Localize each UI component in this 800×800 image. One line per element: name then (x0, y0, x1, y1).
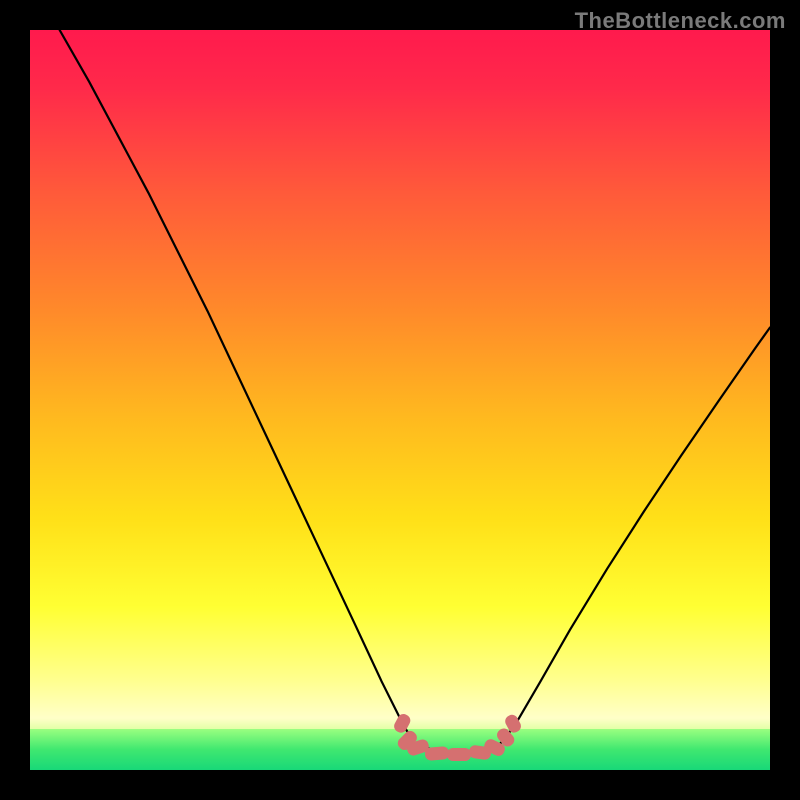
valley-marker-segment (447, 748, 471, 761)
plot-area (30, 30, 770, 770)
bottleneck-curve (30, 30, 770, 770)
watermark-text: TheBottleneck.com (575, 8, 786, 34)
